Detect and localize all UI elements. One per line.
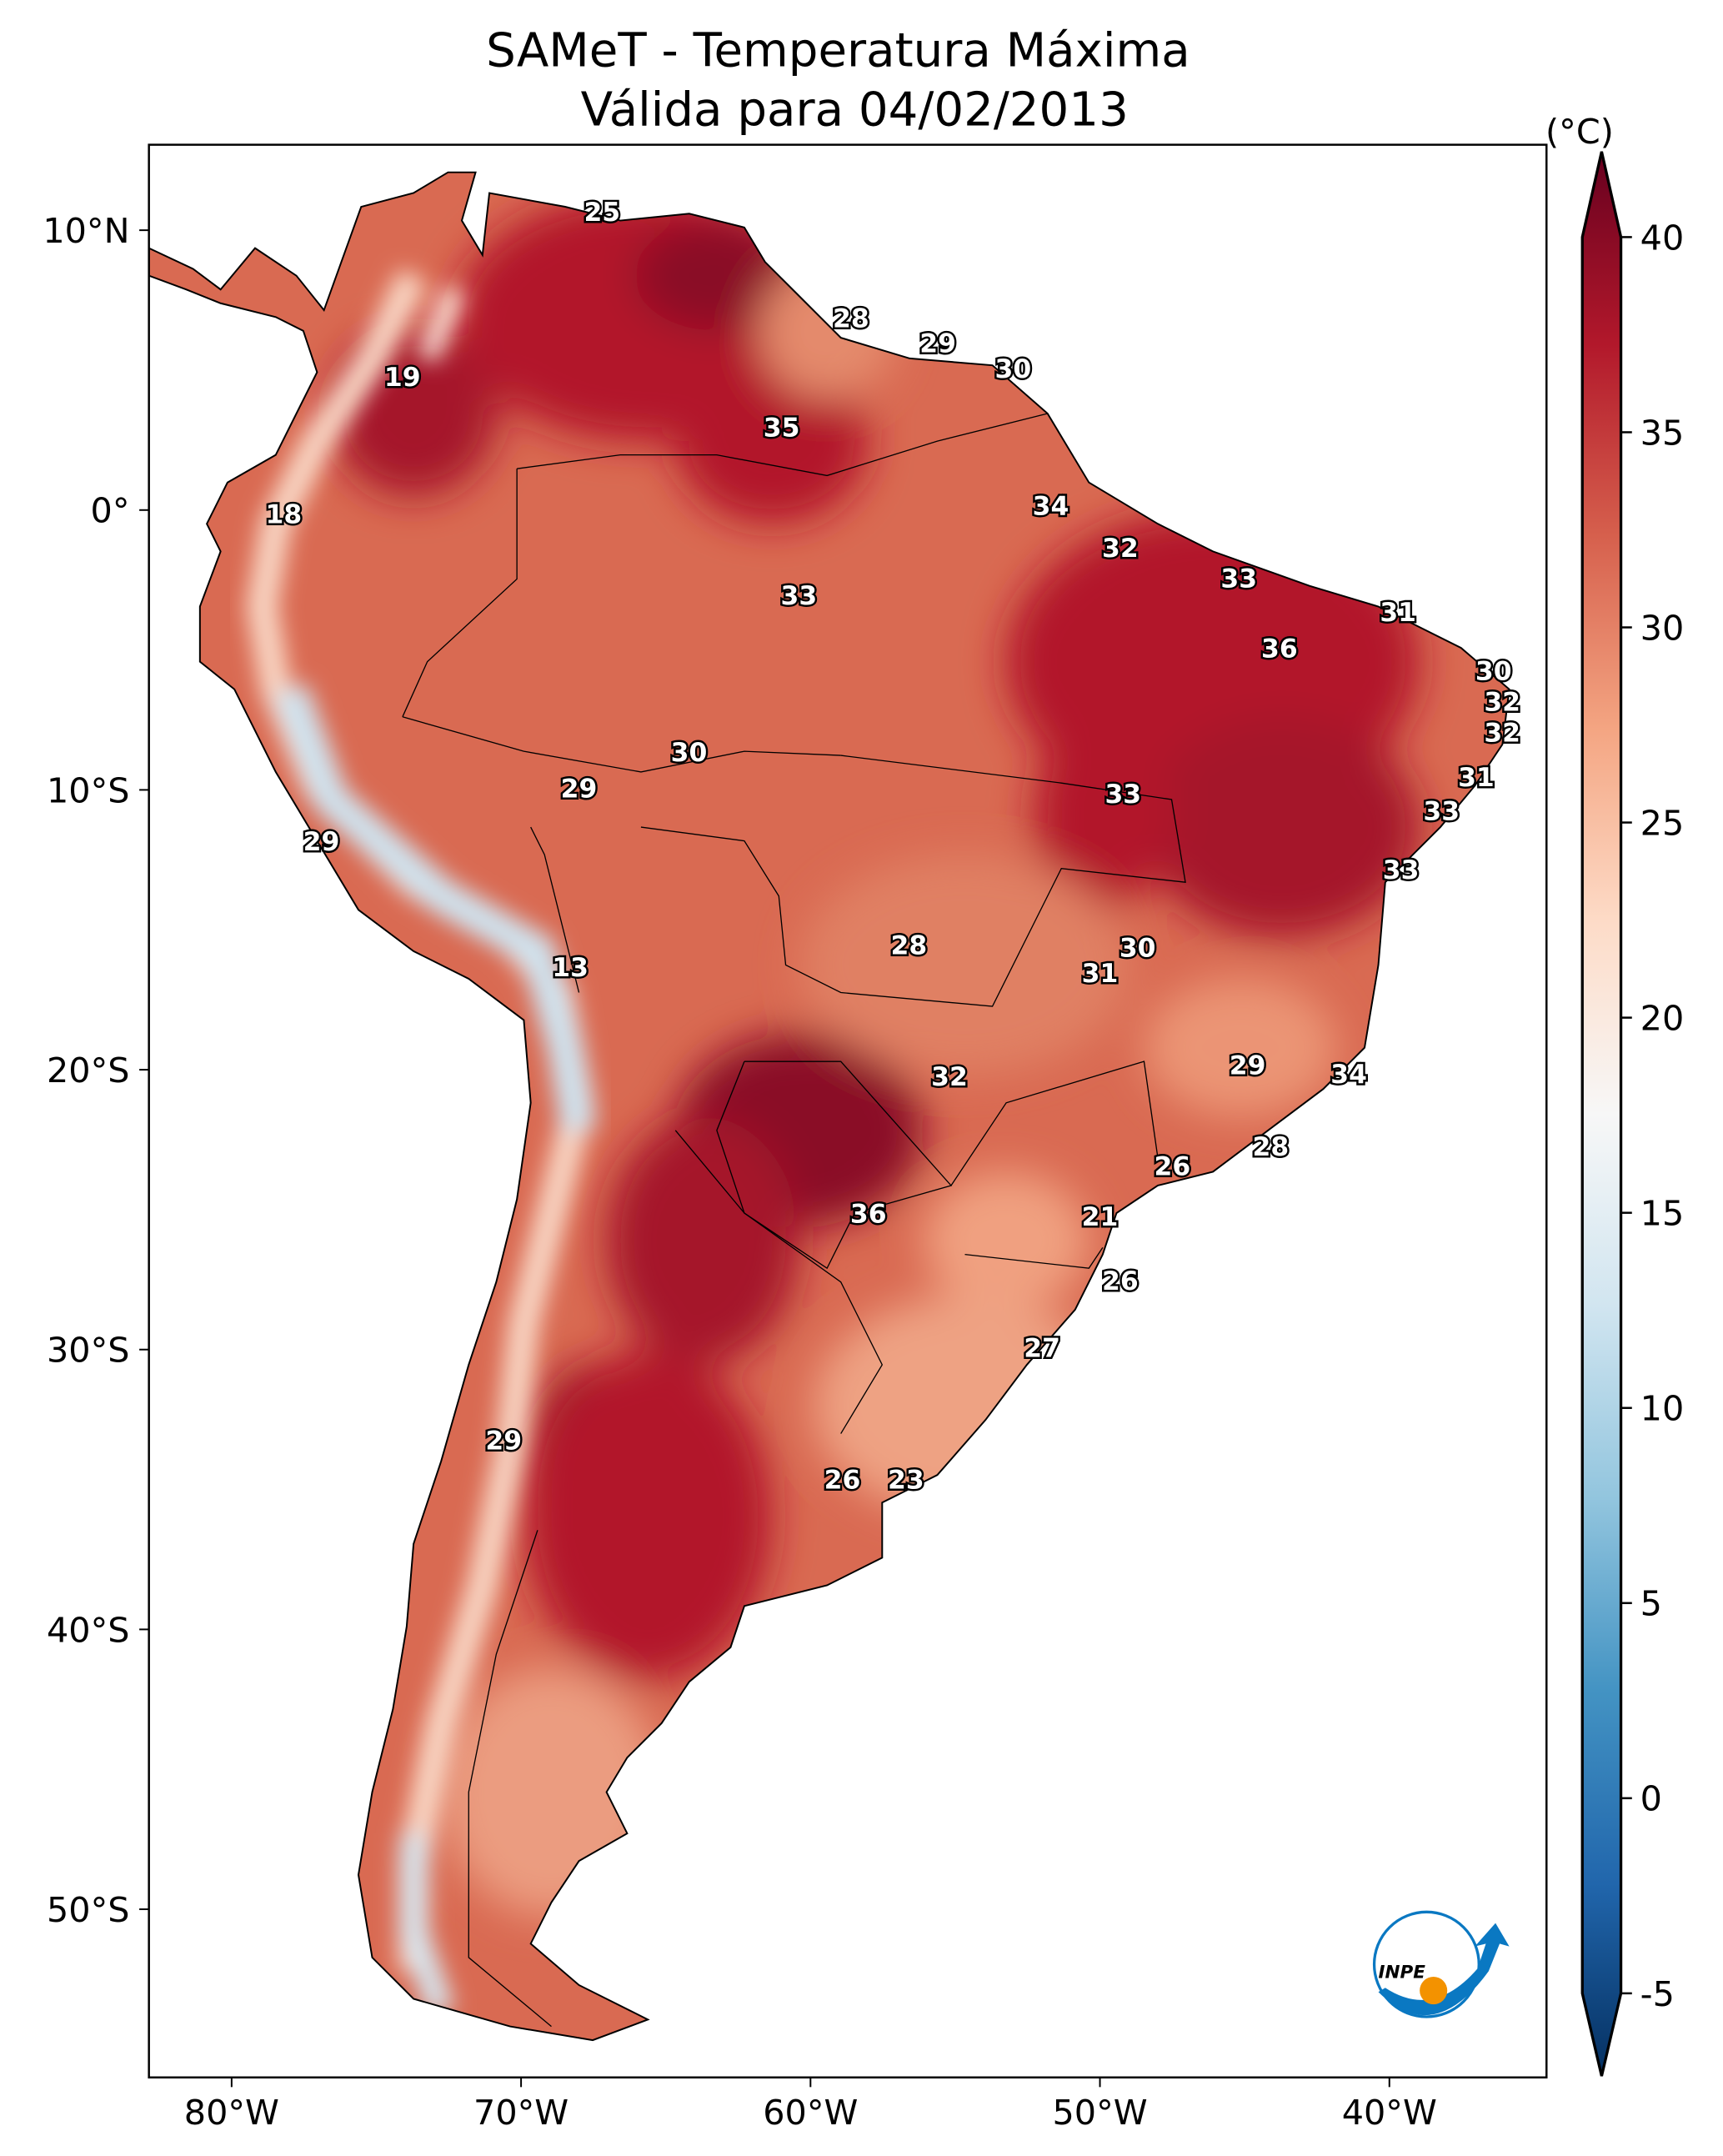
station-value-label: 30 [671,738,708,768]
station-value-label: 29 [919,329,956,359]
station-value-label: 28 [891,930,928,960]
colorbar-tick-label: 30 [1640,608,1685,648]
station-value-label: 30 [995,354,1032,384]
station-value-label: 28 [1253,1132,1290,1162]
station-value-label: 27 [1024,1334,1060,1364]
station-value-label: 29 [1230,1051,1266,1081]
country-borders [402,413,1186,2028]
station-value-label: 36 [1261,634,1298,664]
station-value-label: 32 [1102,534,1139,564]
station-value-label: 36 [850,1200,887,1230]
station-value-label: 28 [833,304,869,334]
station-value-label: 33 [1423,796,1460,826]
station-value-label: 33 [1220,564,1257,594]
colorbar-tick-label: 10 [1640,1389,1685,1429]
lat-tick-label: 50°S [47,1890,130,1930]
station-value-label: 34 [1330,1060,1367,1090]
colorbar-unit-label: (°C) [1545,112,1614,152]
lat-tick-label: 10°N [43,211,129,251]
lat-tick-label: 40°S [47,1610,130,1650]
colorbar-tick-label: 40 [1640,218,1685,258]
lat-tick-label: 30°S [47,1331,130,1371]
colorbar-tick-label: 15 [1640,1194,1685,1234]
latitude-axis: 10°N 0° 10°S 20°S 30°S 40°S 50°S [43,211,149,1930]
colorbar-tick-label: 0 [1640,1779,1662,1819]
station-value-label: 31 [1082,959,1119,989]
inpe-logo: INPE [1372,1910,1510,2018]
station-value-label: 29 [303,827,340,857]
station-value-label: 26 [1102,1266,1139,1296]
lat-tick-label: 0° [91,491,130,531]
colorbar: (°C) 40 35 30 25 20 15 10 5 0 -5 [1545,112,1685,2077]
longitude-axis: 80°W 70°W 60°W 50°W 40°W [184,2077,1437,2133]
lon-tick-label: 60°W [763,2093,858,2133]
station-value-label: 31 [1458,763,1495,793]
station-value-label: 30 [1119,934,1156,964]
station-value-label: 33 [1383,855,1420,885]
lat-tick-label: 10°S [47,770,130,810]
title-line-1: SAMeT - Temperatura Máxima [486,23,1190,78]
colorbar-tick-label: 25 [1640,803,1685,843]
station-value-label: 31 [1380,598,1416,628]
station-value-label: 34 [1033,491,1069,521]
colorbar-tick-label: -5 [1640,1974,1675,2014]
station-value-label: 32 [931,1062,968,1092]
station-value-label: 23 [888,1465,924,1495]
station-value-label: 26 [824,1465,861,1495]
station-value-label: 26 [1154,1152,1190,1182]
station-value-label: 19 [384,363,421,393]
land-temperature-field [148,171,1510,2042]
map-frame [148,143,1548,2078]
station-value-label: 13 [552,953,589,983]
station-value-label: 33 [781,581,818,611]
lon-tick-label: 40°W [1342,2093,1437,2133]
lon-tick-label: 80°W [184,2093,279,2133]
logo-sun-icon [1420,1977,1448,2005]
lon-tick-label: 50°W [1052,2093,1147,2133]
station-value-label: 35 [764,413,800,443]
title-line-2: Válida para 04/02/2013 [581,83,1129,137]
lon-tick-label: 70°W [473,2093,568,2133]
colorbar-scale [1580,151,1623,2077]
station-value-label: 29 [561,774,598,804]
station-value-label: 33 [1104,780,1141,810]
station-value-label: 29 [485,1426,522,1456]
colorbar-tick-label: 35 [1640,413,1685,453]
station-value-label: 25 [584,198,620,228]
station-value-label: 32 [1484,687,1520,717]
colorbar-tick-label: 20 [1640,998,1685,1038]
lat-tick-label: 20°S [47,1050,130,1091]
station-value-label: 32 [1484,718,1520,748]
colorbar-tick-label: 5 [1640,1584,1662,1624]
station-value-label: 18 [266,499,303,529]
logo-text: INPE [1379,1963,1426,1983]
station-value-label: 21 [1082,1202,1119,1232]
station-value-label: 30 [1475,656,1512,686]
